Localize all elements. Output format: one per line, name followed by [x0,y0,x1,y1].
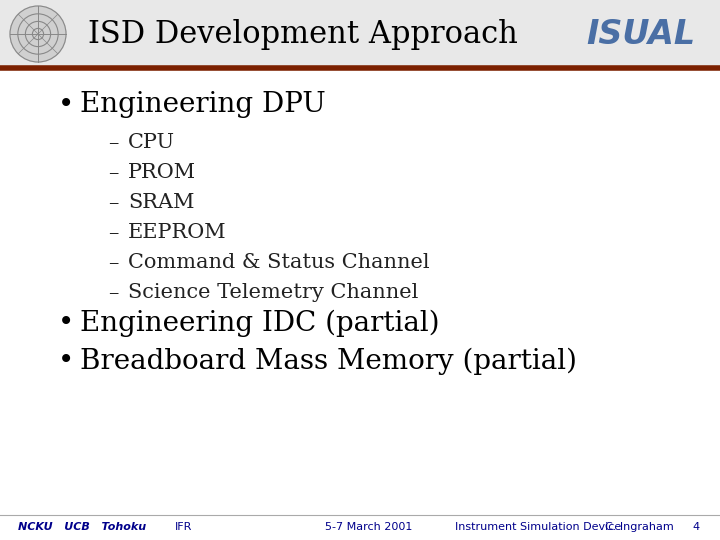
Text: Engineering IDC (partial): Engineering IDC (partial) [80,309,440,336]
Text: –: – [108,193,118,213]
Text: SRAM: SRAM [128,193,194,213]
Text: ISUAL: ISUAL [586,17,695,51]
Text: Command & Status Channel: Command & Status Channel [128,253,430,273]
Text: –: – [108,224,118,242]
Text: Engineering DPU: Engineering DPU [80,91,325,118]
Text: –: – [108,253,118,273]
Text: CPU: CPU [128,133,175,152]
Text: 4: 4 [693,522,700,532]
Circle shape [10,6,66,62]
Text: PROM: PROM [128,164,196,183]
Text: –: – [108,164,118,183]
Text: Science Telemetry Channel: Science Telemetry Channel [128,284,418,302]
Text: IFR: IFR [175,522,192,532]
Text: –: – [108,133,118,152]
Text: •: • [58,91,74,118]
Text: •: • [58,348,74,375]
Text: Instrument Simulation Device: Instrument Simulation Device [455,522,621,532]
Bar [0,0,720,68]
Text: C. Ingraham: C. Ingraham [605,522,674,532]
Text: 5-7 March 2001: 5-7 March 2001 [325,522,413,532]
Text: –: – [108,284,118,302]
Text: ISD Development Approach: ISD Development Approach [88,18,518,50]
Text: Breadboard Mass Memory (partial): Breadboard Mass Memory (partial) [80,347,577,375]
Text: EEPROM: EEPROM [128,224,227,242]
Text: •: • [58,309,74,336]
Text: NCKU   UCB   Tohoku: NCKU UCB Tohoku [18,522,146,532]
